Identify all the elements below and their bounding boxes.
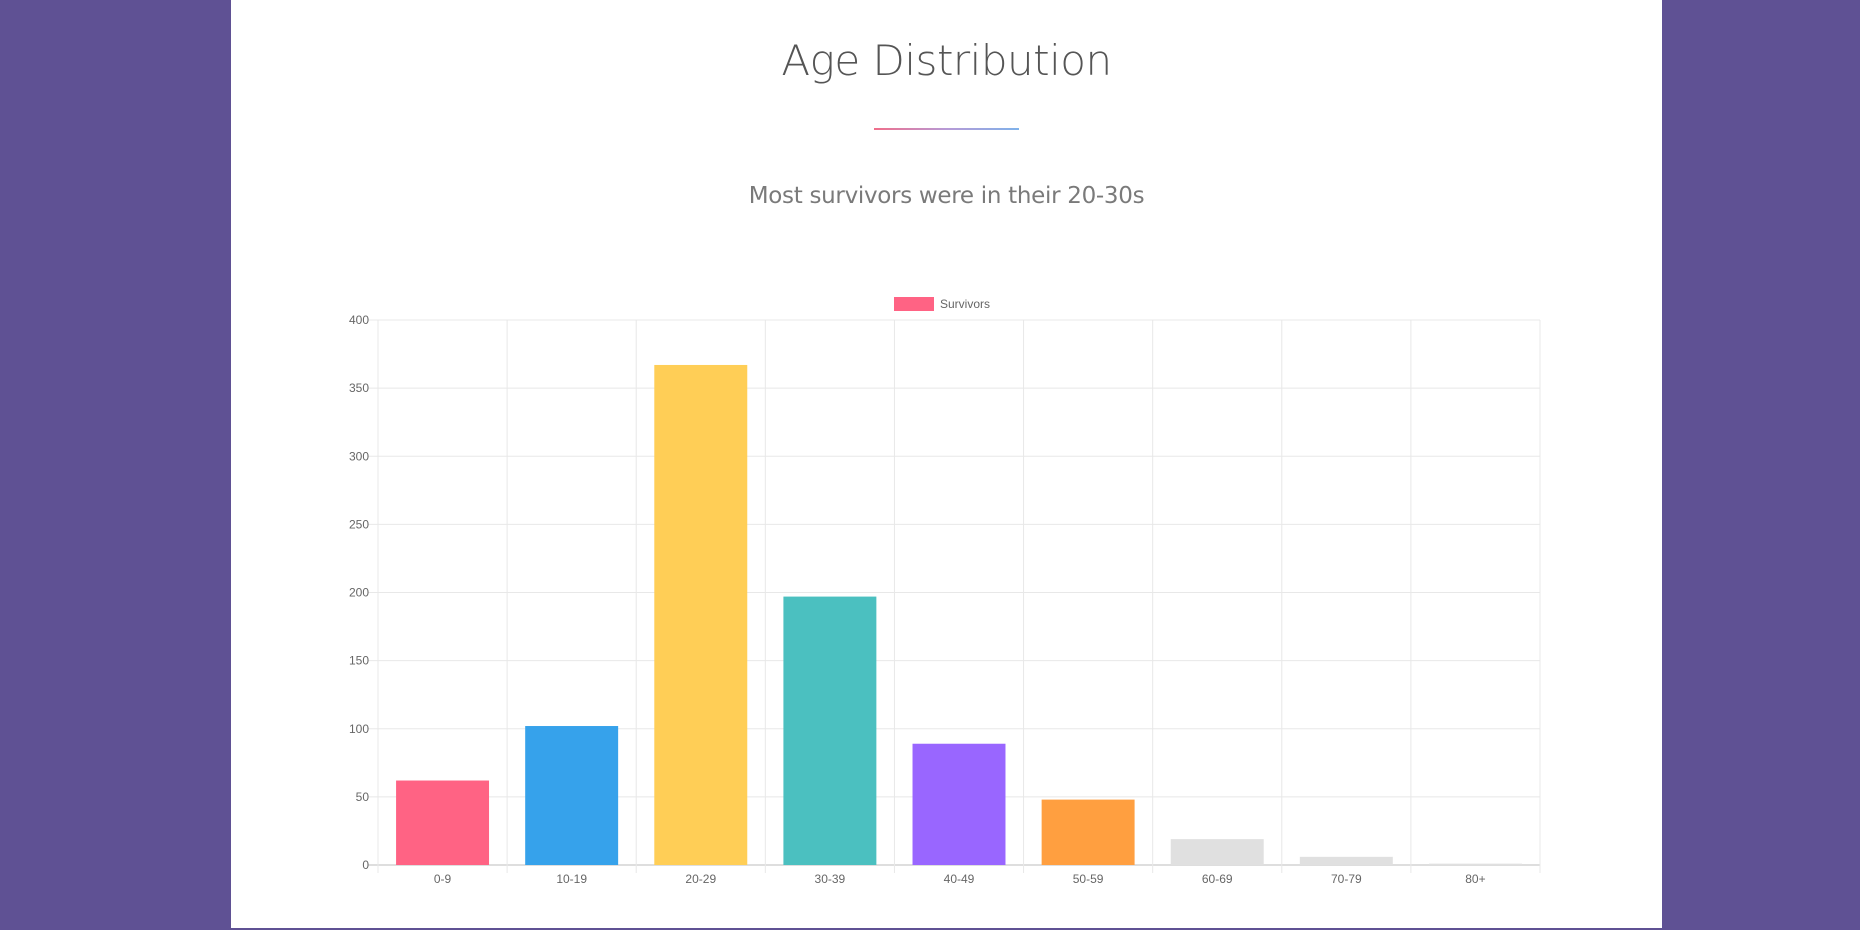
chart-legend: Survivors — [894, 297, 990, 311]
legend-swatch[interactable] — [894, 297, 934, 311]
y-tick-label: 0 — [362, 858, 369, 872]
x-tick-label: 30-39 — [815, 872, 846, 886]
bar-70-79[interactable] — [1299, 856, 1393, 865]
bar-30-39[interactable] — [783, 596, 877, 865]
x-tick-label: 60-69 — [1202, 872, 1233, 886]
x-tick-label: 0-9 — [434, 872, 452, 886]
page-title: Age Distribution — [781, 36, 1112, 85]
y-tick-label: 350 — [349, 381, 369, 395]
bar-80+[interactable] — [1428, 863, 1522, 865]
y-tick-label: 300 — [349, 449, 369, 463]
x-tick-label: 80+ — [1465, 872, 1485, 886]
x-tick-label: 50-59 — [1073, 872, 1104, 886]
bar-0-9[interactable] — [396, 780, 490, 865]
x-tick-label: 70-79 — [1331, 872, 1362, 886]
y-tick-label: 100 — [349, 722, 369, 736]
page-subtitle: Most survivors were in their 20-30s — [748, 183, 1145, 209]
x-tick-label: 10-19 — [556, 872, 587, 886]
y-tick-label: 50 — [356, 790, 370, 804]
bar-20-29[interactable] — [654, 364, 748, 865]
bar-50-59[interactable] — [1041, 799, 1135, 865]
y-tick-label: 400 — [349, 313, 369, 327]
x-tick-label: 40-49 — [944, 872, 975, 886]
y-tick-label: 250 — [349, 517, 369, 531]
x-tick-label: 20-29 — [685, 872, 716, 886]
y-tick-label: 200 — [349, 586, 369, 600]
chart-bars — [396, 364, 1522, 865]
bar-60-69[interactable] — [1170, 839, 1264, 865]
title-divider — [874, 128, 1019, 130]
legend-label[interactable]: Survivors — [940, 297, 990, 311]
bar-40-49[interactable] — [912, 743, 1006, 865]
bar-10-19[interactable] — [525, 726, 619, 865]
y-tick-label: 150 — [349, 654, 369, 668]
chart-axes: 0 50 100 150 200 250 300 350 400 0-9 10-19 20-29 30-… — [349, 313, 1486, 886]
